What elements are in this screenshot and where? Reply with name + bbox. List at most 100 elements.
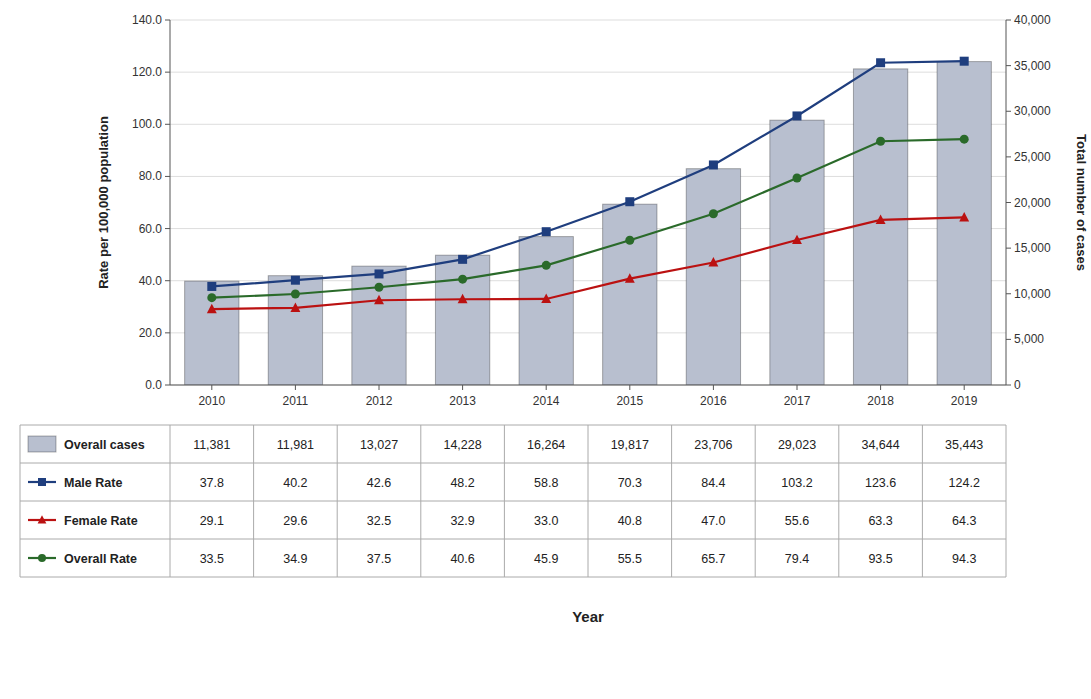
table-border <box>20 425 1006 426</box>
marker <box>876 137 885 146</box>
table-cell: 42.6 <box>367 476 391 490</box>
x-tick <box>964 385 965 390</box>
table-cell: 47.0 <box>701 514 725 528</box>
y-axis-line <box>170 20 171 385</box>
marker <box>542 227 551 236</box>
x-tick-label: 2010 <box>198 394 225 408</box>
table-border <box>337 425 338 577</box>
bar <box>435 255 489 385</box>
y2-tick-label: 35,000 <box>1014 59 1051 73</box>
table-cell: 37.8 <box>200 476 224 490</box>
x-tick <box>295 385 296 390</box>
table-cell: 93.5 <box>868 552 892 566</box>
x-tick <box>797 385 798 390</box>
y-tick <box>165 176 170 177</box>
marker <box>291 276 300 285</box>
table-row-label: Male Rate <box>64 476 122 490</box>
table-cell: 23,706 <box>694 438 732 452</box>
y-axis-label: Rate per 100,000 population <box>96 116 111 289</box>
x-tick-label: 2012 <box>366 394 393 408</box>
table-border <box>20 463 1006 464</box>
marker <box>959 212 969 221</box>
x-axis-label: Year <box>572 608 604 625</box>
x-tick <box>462 385 463 390</box>
y2-tick-label: 10,000 <box>1014 287 1051 301</box>
y-tick <box>165 332 170 333</box>
marker <box>458 275 467 284</box>
y2-tick <box>1006 65 1011 66</box>
table-cell: 94.3 <box>952 552 976 566</box>
y2-tick <box>1006 20 1011 21</box>
table-border <box>253 425 254 577</box>
table-cell: 70.3 <box>618 476 642 490</box>
table-cell: 16,264 <box>527 438 565 452</box>
table-icon-marker <box>38 515 47 523</box>
table-cell: 55.5 <box>618 552 642 566</box>
x-tick <box>713 385 714 390</box>
y-tick-label: 120.0 <box>132 65 162 79</box>
y2-tick-label: 25,000 <box>1014 150 1051 164</box>
marker <box>458 255 467 264</box>
table-cell: 48.2 <box>450 476 474 490</box>
bar <box>352 266 406 385</box>
table-cell: 79.4 <box>785 552 809 566</box>
y-tick-label: 20.0 <box>139 326 163 340</box>
table-cell: 103.2 <box>781 476 812 490</box>
marker <box>458 294 468 303</box>
x-tick-label: 2018 <box>867 394 894 408</box>
marker <box>375 269 384 278</box>
y2-tick-label: 40,000 <box>1014 13 1051 27</box>
table-cell: 35,443 <box>945 438 983 452</box>
marker <box>793 111 802 120</box>
y-tick <box>165 124 170 125</box>
marker <box>876 215 886 224</box>
table-cell: 34.9 <box>283 552 307 566</box>
table-cell: 29.6 <box>283 514 307 528</box>
x-tick <box>211 385 212 390</box>
y2-tick-label: 0 <box>1014 378 1021 392</box>
bar <box>853 69 907 385</box>
marker <box>960 135 969 144</box>
table-cell: 84.4 <box>701 476 725 490</box>
y2-tick <box>1006 385 1011 386</box>
marker <box>625 197 634 206</box>
marker <box>207 304 217 313</box>
x-tick-label: 2013 <box>449 394 476 408</box>
marker <box>792 235 802 244</box>
y-tick-label: 80.0 <box>139 169 163 183</box>
marker <box>625 236 634 245</box>
table-cell: 64.3 <box>952 514 976 528</box>
bar <box>937 62 991 385</box>
table-cell: 32.5 <box>367 514 391 528</box>
y2-tick-label: 30,000 <box>1014 104 1051 118</box>
y-tick <box>165 280 170 281</box>
line <box>212 217 964 309</box>
y-tick <box>165 385 170 386</box>
table-border <box>20 501 1006 502</box>
y-tick <box>165 228 170 229</box>
marker <box>290 302 300 311</box>
x-tick-label: 2011 <box>282 394 308 408</box>
y2-tick-label: 20,000 <box>1014 196 1051 210</box>
marker <box>207 293 216 302</box>
x-tick <box>629 385 630 390</box>
grid <box>170 20 1006 385</box>
table-cell: 40.8 <box>618 514 642 528</box>
y2-tick <box>1006 339 1011 340</box>
y-tick-label: 100.0 <box>132 117 162 131</box>
y2-axis-line <box>1006 20 1007 385</box>
table-row-label: Overall Rate <box>64 552 137 566</box>
table-border <box>588 425 589 577</box>
table-cell: 11,381 <box>193 438 230 452</box>
x-tick-label: 2016 <box>700 394 727 408</box>
table-row-label: Female Rate <box>64 514 138 528</box>
table-cell: 40.2 <box>283 476 307 490</box>
y2-axis-label: Total number of cases <box>1074 134 1089 271</box>
bar <box>603 204 657 385</box>
marker <box>291 290 300 299</box>
table-border <box>504 425 505 577</box>
table-icon-marker <box>38 554 46 562</box>
bar <box>686 169 740 385</box>
table-cell: 33.5 <box>200 552 224 566</box>
x-tick-label: 2015 <box>616 394 643 408</box>
